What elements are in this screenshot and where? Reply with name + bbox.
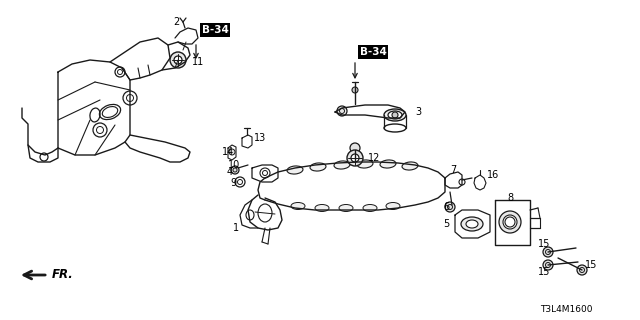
Ellipse shape	[386, 203, 400, 210]
Ellipse shape	[291, 203, 305, 210]
Circle shape	[174, 56, 182, 64]
Text: 2: 2	[173, 17, 179, 27]
Text: FR.: FR.	[52, 268, 74, 282]
Ellipse shape	[461, 217, 483, 231]
Text: 12: 12	[368, 153, 380, 163]
Text: 14: 14	[222, 147, 234, 157]
Text: 8: 8	[507, 193, 513, 203]
Text: 11: 11	[192, 57, 204, 67]
Text: T3L4M1600: T3L4M1600	[540, 306, 593, 315]
Ellipse shape	[339, 204, 353, 212]
Ellipse shape	[363, 204, 377, 212]
Circle shape	[347, 150, 363, 166]
Circle shape	[392, 112, 398, 118]
Ellipse shape	[503, 215, 517, 229]
Text: 5: 5	[443, 219, 449, 229]
Ellipse shape	[402, 162, 418, 170]
Text: B-34: B-34	[202, 25, 229, 35]
Text: 9: 9	[230, 178, 236, 188]
Text: 1: 1	[233, 223, 239, 233]
Text: B-34: B-34	[360, 47, 387, 57]
Ellipse shape	[334, 161, 350, 169]
Ellipse shape	[287, 166, 303, 174]
Circle shape	[445, 202, 455, 212]
Text: 4: 4	[227, 167, 233, 177]
Circle shape	[351, 154, 359, 162]
Text: 3: 3	[415, 107, 421, 117]
Circle shape	[352, 87, 358, 93]
Ellipse shape	[466, 220, 478, 228]
Ellipse shape	[499, 211, 521, 233]
Ellipse shape	[310, 163, 326, 171]
Circle shape	[229, 149, 235, 155]
Circle shape	[543, 260, 553, 270]
Ellipse shape	[388, 111, 402, 119]
Ellipse shape	[380, 160, 396, 168]
Circle shape	[231, 166, 239, 174]
Circle shape	[577, 265, 587, 275]
Ellipse shape	[357, 160, 373, 168]
Circle shape	[543, 247, 553, 257]
Ellipse shape	[384, 109, 406, 121]
Text: 15: 15	[538, 239, 550, 249]
Text: 6: 6	[443, 202, 449, 212]
Text: 10: 10	[228, 160, 240, 170]
Text: 15: 15	[538, 267, 550, 277]
Ellipse shape	[315, 204, 329, 212]
Text: 16: 16	[487, 170, 499, 180]
Text: 7: 7	[450, 165, 456, 175]
Circle shape	[350, 143, 360, 153]
Circle shape	[170, 52, 186, 68]
Text: 15: 15	[585, 260, 597, 270]
Text: 13: 13	[254, 133, 266, 143]
Circle shape	[337, 106, 347, 116]
